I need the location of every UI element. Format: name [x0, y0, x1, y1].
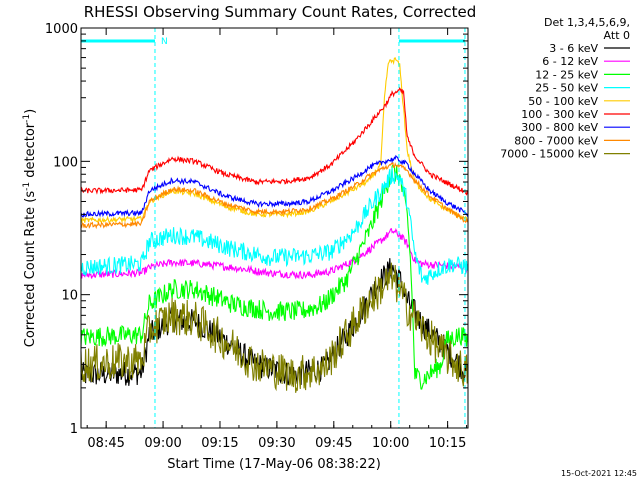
legend-label-7000-15000-kev: 7000 - 15000 keV — [500, 148, 598, 161]
series-line-100-300-kev — [80, 86, 469, 196]
footer-timestamp: 15-Oct-2021 12:45 — [561, 469, 637, 478]
x-tick-label: 09:30 — [258, 436, 295, 451]
y-tick-label: 10 — [61, 289, 78, 304]
legend-label-12-25-kev: 12 - 25 keV — [535, 68, 598, 81]
x-tick-label: 10:00 — [372, 436, 409, 451]
x-tick-label: 09:00 — [144, 436, 181, 451]
x-tick-label: 08:45 — [87, 436, 124, 451]
legend-label-3-6-kev: 3 - 6 keV — [549, 42, 598, 55]
chart-title: RHESSI Observing Summary Count Rates, Co… — [84, 3, 477, 21]
series-line-300-800-kev — [80, 154, 469, 218]
legend-label-50-100-kev: 50 - 100 keV — [528, 95, 598, 108]
series-line-50-100-kev — [80, 57, 468, 225]
y-tick-label: 1 — [70, 422, 78, 437]
legend-label-300-800-kev: 300 - 800 keV — [521, 121, 598, 134]
y-tick-label: 1000 — [45, 22, 78, 37]
x-tick-label: 09:15 — [201, 436, 238, 451]
legend-header-detectors: Det 1,3,4,5,6,9, — [544, 16, 630, 29]
legend-label-100-300-kev: 100 - 300 keV — [521, 108, 598, 121]
series-line-7000-15000-kev — [80, 262, 469, 393]
legend-label-800-7000-kev: 800 - 7000 keV — [514, 134, 598, 147]
series-line-25-50-kev — [80, 167, 469, 285]
plot-frame — [80, 27, 469, 429]
x-axis-label: Start Time (17-May-06 08:38:22) — [167, 457, 381, 472]
attenuator-flag-label: N — [161, 37, 168, 47]
legend-label-6-12-kev: 6 - 12 keV — [542, 55, 598, 68]
series-line-800-7000-kev — [80, 161, 469, 230]
legend-label-25-50-kev: 25 - 50 keV — [535, 82, 598, 95]
y-axis-label: Corrected Count Rate (s-1 detector-1) — [22, 109, 38, 347]
series-line-6-12-kev — [80, 227, 469, 280]
legend-header-attenuator: Att 0 — [604, 29, 630, 42]
x-tick-label: 09:45 — [315, 436, 352, 451]
x-tick-label: 10:15 — [429, 436, 466, 451]
y-tick-label: 100 — [53, 155, 78, 170]
